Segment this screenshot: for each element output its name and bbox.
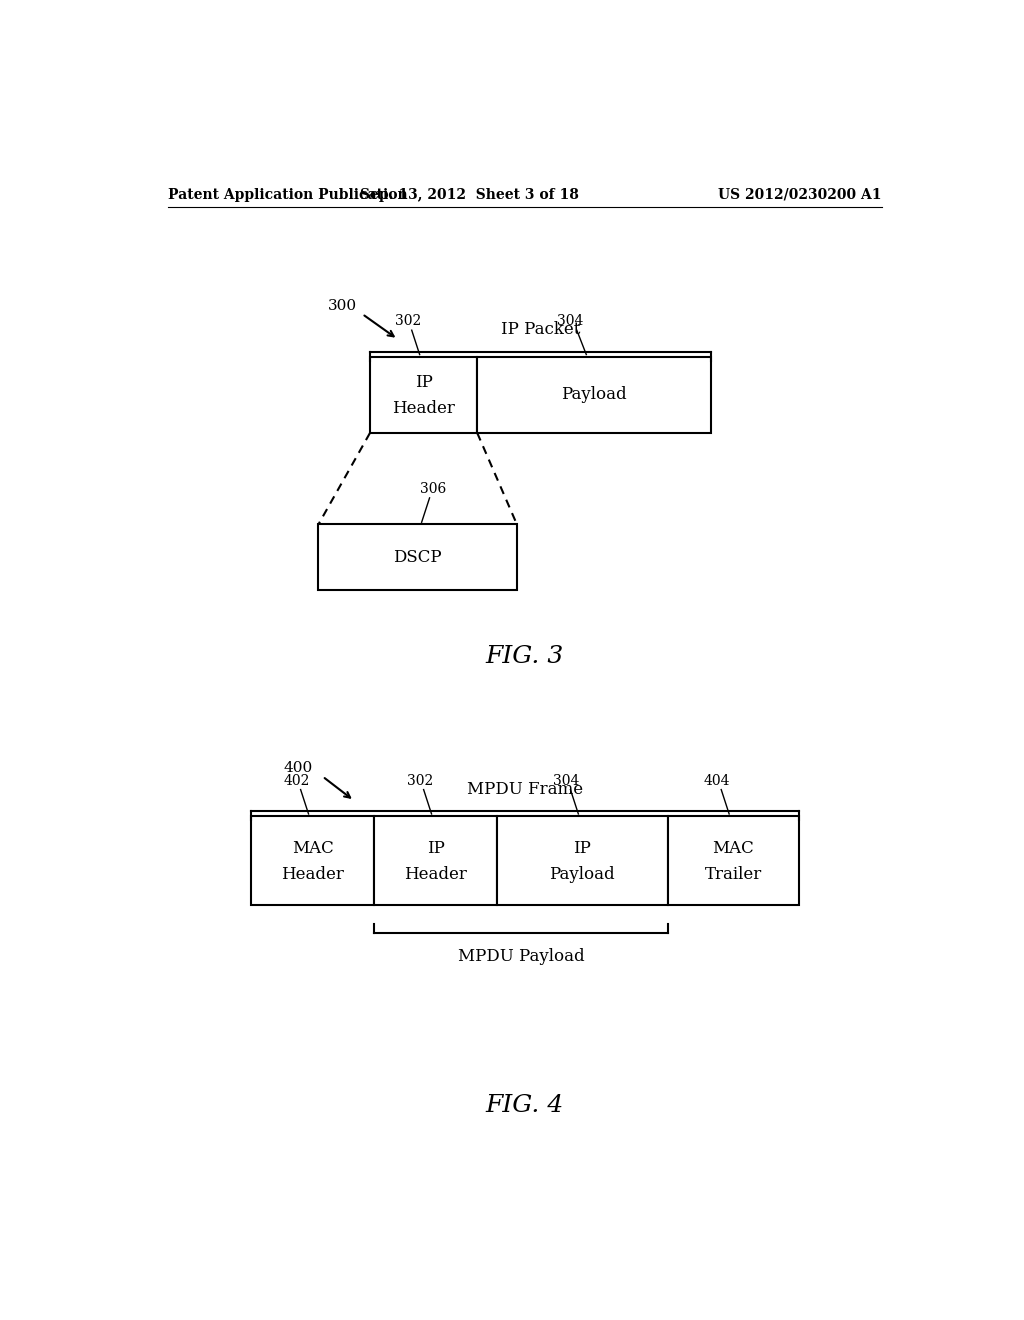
Text: Sep. 13, 2012  Sheet 3 of 18: Sep. 13, 2012 Sheet 3 of 18 (359, 187, 579, 202)
Text: Trailer: Trailer (705, 866, 762, 883)
Text: US 2012/0230200 A1: US 2012/0230200 A1 (719, 187, 882, 202)
Text: 300: 300 (328, 298, 356, 313)
Text: IP: IP (573, 840, 591, 857)
Bar (370, 356, 477, 433)
Bar (668, 816, 799, 906)
Text: 306: 306 (421, 482, 446, 496)
Text: 302: 302 (394, 314, 421, 329)
Text: Patent Application Publication: Patent Application Publication (168, 187, 408, 202)
Bar (477, 356, 712, 433)
Text: 302: 302 (407, 774, 433, 788)
Text: MPDU Payload: MPDU Payload (458, 948, 584, 965)
Text: 304: 304 (557, 314, 584, 329)
Bar (497, 816, 668, 906)
Text: Header: Header (281, 866, 344, 883)
Text: FIG. 3: FIG. 3 (485, 645, 564, 668)
Text: 404: 404 (703, 774, 730, 788)
Bar (374, 816, 497, 906)
Bar (251, 816, 374, 906)
Text: MPDU Frame: MPDU Frame (467, 780, 583, 797)
Text: 400: 400 (284, 762, 313, 775)
Text: IP: IP (427, 840, 444, 857)
Text: Header: Header (392, 400, 455, 417)
Text: Payload: Payload (550, 866, 615, 883)
Text: IP: IP (415, 374, 432, 391)
Text: 304: 304 (553, 774, 580, 788)
Text: IP Packet: IP Packet (501, 321, 581, 338)
Text: Payload: Payload (561, 387, 627, 403)
Text: 402: 402 (284, 774, 310, 788)
Text: FIG. 4: FIG. 4 (485, 1094, 564, 1117)
Text: DSCP: DSCP (393, 549, 442, 566)
Text: Header: Header (404, 866, 467, 883)
Text: MAC: MAC (292, 840, 334, 857)
Bar (318, 524, 517, 590)
Text: MAC: MAC (713, 840, 754, 857)
